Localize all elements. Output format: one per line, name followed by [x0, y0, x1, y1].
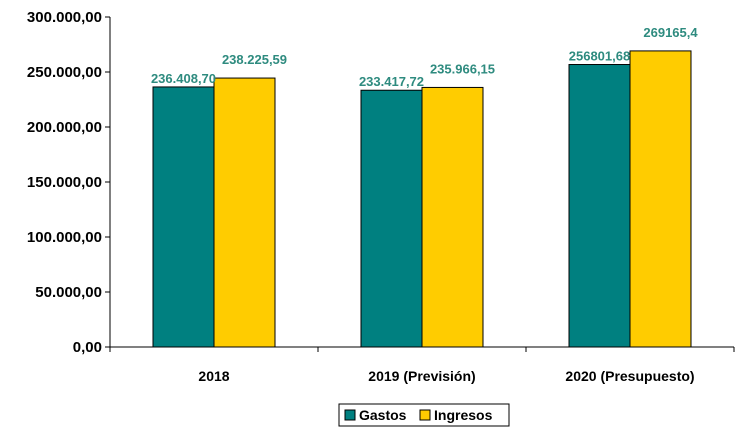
bar-gastos	[568, 64, 631, 348]
y-tick-label: 300.000,00	[27, 9, 102, 26]
y-tick-label: 250.000,00	[27, 64, 102, 81]
data-label-ingresos: 235.966,15	[430, 61, 495, 76]
y-tick-label: 200.000,00	[27, 119, 102, 136]
x-category-label: 2020 (Presupuesto)	[565, 368, 694, 384]
y-tick-label: 150.000,00	[27, 174, 102, 191]
bar-ingresos	[421, 86, 484, 348]
y-tick-label: 50.000,00	[35, 284, 102, 301]
data-label-gastos: 256801,68	[569, 49, 630, 64]
data-label-gastos: 233.417,72	[359, 74, 424, 89]
data-label-ingresos: 269165,4	[643, 25, 698, 40]
bar-gastos	[152, 86, 215, 348]
y-tick-label: 100.000,00	[27, 229, 102, 246]
y-tick-label: 0,00	[73, 339, 102, 356]
x-category-label: 2019 (Previsión)	[368, 368, 475, 384]
bar-gastos	[360, 89, 423, 348]
data-label-ingresos: 238.225,59	[222, 52, 287, 67]
legend-swatch-gastos	[344, 409, 356, 421]
x-category-label: 2018	[198, 368, 229, 384]
legend-label-ingresos: Ingresos	[434, 407, 493, 423]
data-label-gastos: 236.408,70	[151, 71, 216, 86]
bar-ingresos	[213, 77, 276, 348]
legend-swatch-ingresos	[419, 409, 431, 421]
legend-label-gastos: Gastos	[359, 407, 407, 423]
bar-ingresos	[629, 50, 692, 348]
